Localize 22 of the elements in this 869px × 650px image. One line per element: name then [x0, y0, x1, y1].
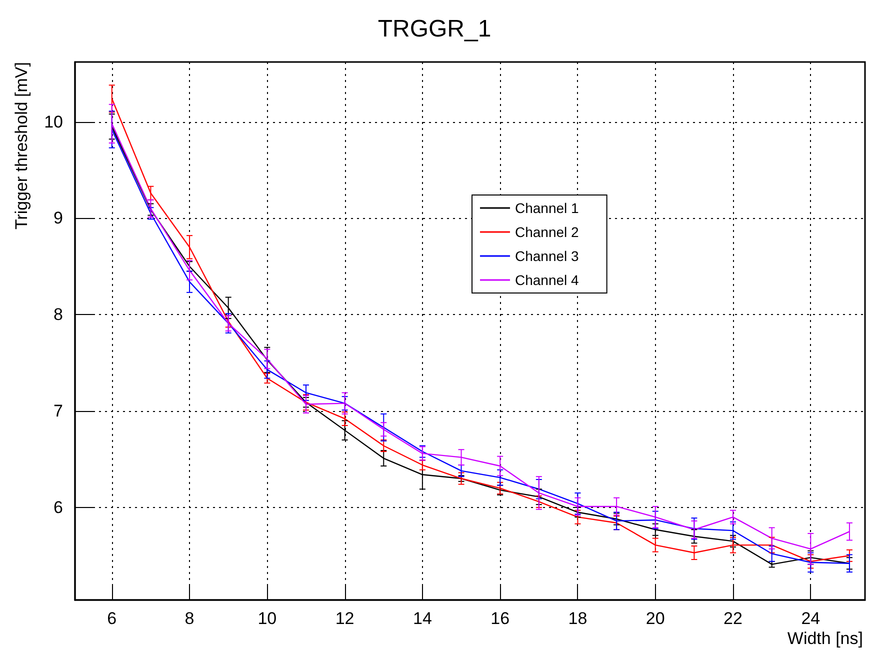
- legend-label: Channel 4: [515, 272, 580, 288]
- y-axis-title: Trigger threshold [mV]: [12, 62, 31, 230]
- x-tick-label: 24: [801, 609, 820, 628]
- x-tick-label: 14: [412, 609, 432, 628]
- legend-label: Channel 2: [515, 224, 580, 240]
- chart-title: TRGGR_1: [378, 16, 492, 42]
- x-tick-label: 20: [646, 609, 665, 628]
- x-tick-label: 18: [568, 609, 588, 628]
- y-tick-label: 8: [54, 305, 63, 324]
- legend-label: Channel 1: [515, 200, 580, 216]
- x-tick-label: 6: [107, 609, 117, 628]
- x-tick-label: 8: [184, 609, 194, 628]
- y-tick-label: 9: [54, 208, 63, 228]
- y-tick-label: 7: [54, 402, 63, 421]
- x-tick-label: 10: [258, 609, 277, 628]
- x-tick-label: 16: [490, 609, 510, 628]
- x-axis-title: Width [ns]: [787, 629, 863, 648]
- legend-label: Channel 3: [515, 248, 580, 264]
- y-tick-label: 6: [54, 498, 63, 517]
- x-tick-label: 22: [724, 609, 742, 628]
- y-tick-label: 10: [44, 112, 63, 132]
- x-tick-label: 12: [335, 609, 354, 628]
